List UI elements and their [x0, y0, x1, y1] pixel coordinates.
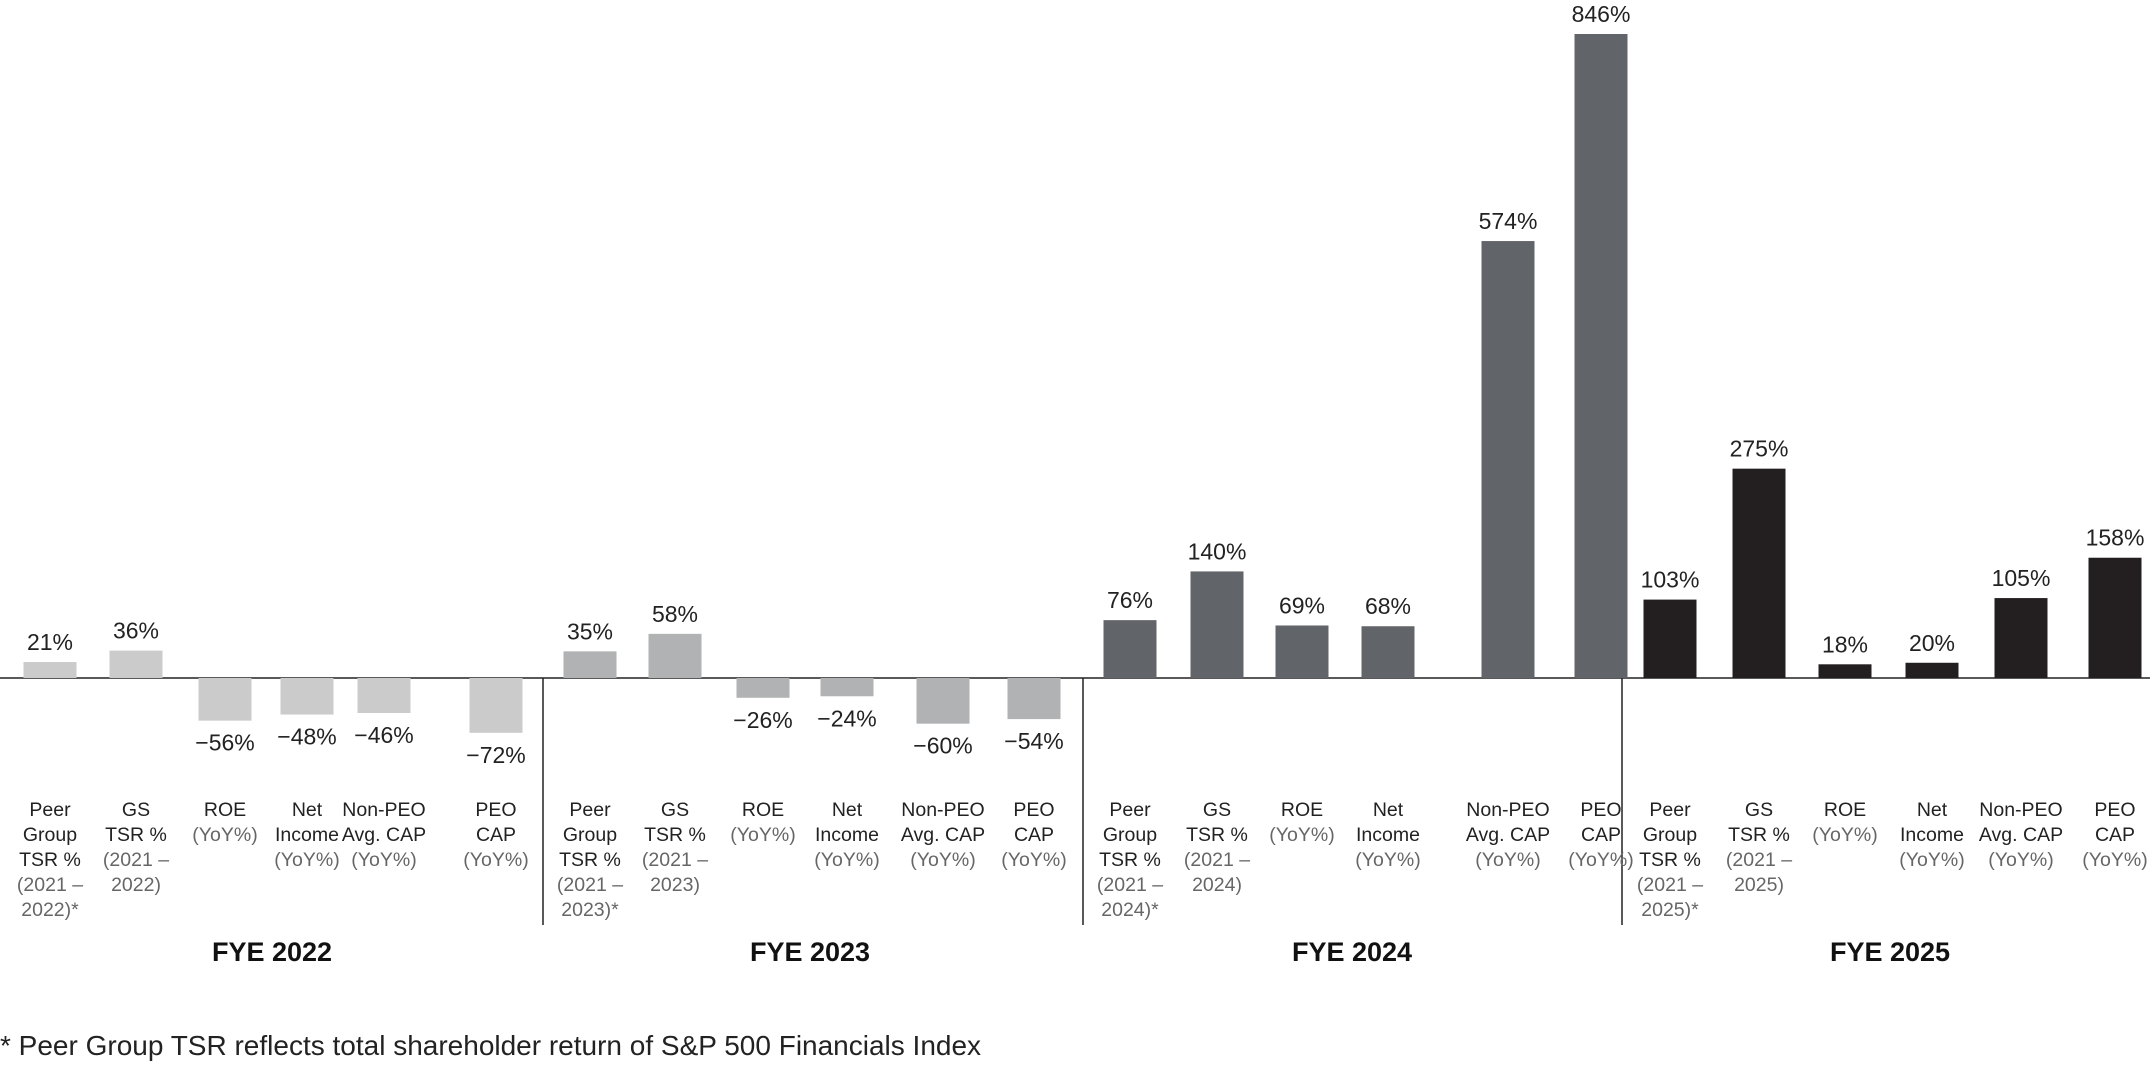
- bar-4-6: [2088, 557, 2142, 678]
- category-label-2-3: ROE (YoY%): [730, 799, 795, 846]
- value-label-3-5: 574%: [1479, 208, 1538, 234]
- value-label-2-5: −60%: [913, 733, 972, 759]
- value-label-2-3: −26%: [733, 707, 792, 733]
- value-label-4-2: 275%: [1730, 436, 1789, 462]
- category-label-3-1: Peer Group TSR % (2021 –2024)*: [1097, 799, 1163, 921]
- value-label-2-1: 35%: [567, 618, 613, 644]
- value-label-1-3: −56%: [195, 730, 254, 756]
- category-label-2-1: Peer Group TSR % (2021 –2023)*: [557, 799, 623, 921]
- value-label-2-2: 58%: [652, 601, 698, 627]
- bar-2-2: [648, 633, 702, 678]
- value-label-2-4: −24%: [817, 705, 876, 731]
- category-label-4-4: Net Income (YoY%): [1899, 799, 1964, 871]
- category-label-1-4: Net Income (YoY%): [274, 799, 339, 871]
- category-label-1-5: Non-PEO Avg. CAP (YoY%): [342, 799, 426, 871]
- bar-4-4: [1905, 662, 1959, 678]
- category-label-1-6: PEO CAP (YoY%): [463, 799, 528, 871]
- value-label-3-4: 68%: [1365, 593, 1411, 619]
- bar-4-5: [1994, 598, 2048, 678]
- value-label-3-6: 846%: [1572, 1, 1631, 27]
- category-label-3-5: Non-PEO Avg. CAP (YoY%): [1466, 799, 1550, 871]
- category-label-4-1: Peer Group TSR % (2021 –2025)*: [1637, 799, 1703, 921]
- value-label-1-1: 21%: [27, 629, 73, 655]
- group-label-1: FYE 2022: [212, 937, 332, 967]
- bar-3-2: [1190, 571, 1244, 678]
- value-label-2-6: −54%: [1004, 728, 1063, 754]
- category-label-1-2: GS TSR % (2021 –2022): [103, 799, 169, 896]
- value-label-3-2: 140%: [1188, 538, 1247, 564]
- bar-3-3: [1275, 625, 1329, 678]
- category-label-1-3: ROE (YoY%): [192, 799, 257, 846]
- category-label-1-1: Peer Group TSR % (2021 –2022)*: [17, 799, 83, 921]
- bar-3-1: [1103, 620, 1157, 678]
- category-label-3-2: GS TSR % (2021 –2024): [1184, 799, 1250, 896]
- category-label-4-3: ROE (YoY%): [1812, 799, 1877, 846]
- category-label-2-5: Non-PEO Avg. CAP (YoY%): [901, 799, 985, 871]
- category-label-2-2: GS TSR % (2021 –2023): [642, 799, 708, 896]
- category-label-3-3: ROE (YoY%): [1269, 799, 1334, 846]
- bar-1-6: [469, 678, 523, 733]
- bar-3-6: [1574, 34, 1628, 678]
- footnote: * Peer Group TSR reflects total sharehol…: [0, 1030, 982, 1061]
- category-label-3-4: Net Income (YoY%): [1355, 799, 1420, 871]
- bar-1-2: [109, 650, 163, 678]
- bar-3-5: [1481, 241, 1535, 678]
- bar-2-4: [820, 678, 874, 697]
- value-label-1-5: −46%: [354, 722, 413, 748]
- bar-2-3: [736, 678, 790, 698]
- value-label-4-1: 103%: [1641, 567, 1700, 593]
- bar-1-5: [357, 678, 411, 714]
- bar-1-4: [280, 678, 334, 715]
- bar-3-4: [1361, 626, 1415, 678]
- group-label-4: FYE 2025: [1830, 937, 1950, 967]
- value-label-1-6: −72%: [466, 742, 525, 768]
- value-label-4-5: 105%: [1992, 565, 2051, 591]
- bar-1-3: [198, 678, 252, 721]
- bar-2-1: [563, 651, 617, 678]
- category-label-4-6: PEO CAP (YoY%): [2082, 799, 2147, 871]
- value-label-3-1: 76%: [1107, 587, 1153, 613]
- value-label-1-4: −48%: [277, 724, 336, 750]
- category-label-4-5: Non-PEO Avg. CAP (YoY%): [1979, 799, 2063, 871]
- bar-1-1: [23, 662, 77, 678]
- bar-2-5: [916, 678, 970, 724]
- value-label-4-3: 18%: [1822, 631, 1868, 657]
- value-label-4-4: 20%: [1909, 630, 1955, 656]
- category-label-2-6: PEO CAP (YoY%): [1001, 799, 1066, 871]
- bar-4-1: [1643, 599, 1697, 678]
- value-label-4-6: 158%: [2086, 525, 2145, 551]
- category-label-3-6: PEO CAP (YoY%): [1568, 799, 1633, 871]
- value-label-3-3: 69%: [1279, 592, 1325, 618]
- bar-4-3: [1818, 664, 1872, 678]
- category-label-4-2: GS TSR % (2021 –2025): [1726, 799, 1792, 896]
- group-label-2: FYE 2023: [750, 937, 870, 967]
- category-label-2-4: Net Income (YoY%): [814, 799, 879, 871]
- bar-4-2: [1732, 468, 1786, 678]
- value-label-1-2: 36%: [113, 618, 159, 644]
- bar-2-6: [1007, 678, 1061, 720]
- group-label-3: FYE 2024: [1292, 937, 1412, 967]
